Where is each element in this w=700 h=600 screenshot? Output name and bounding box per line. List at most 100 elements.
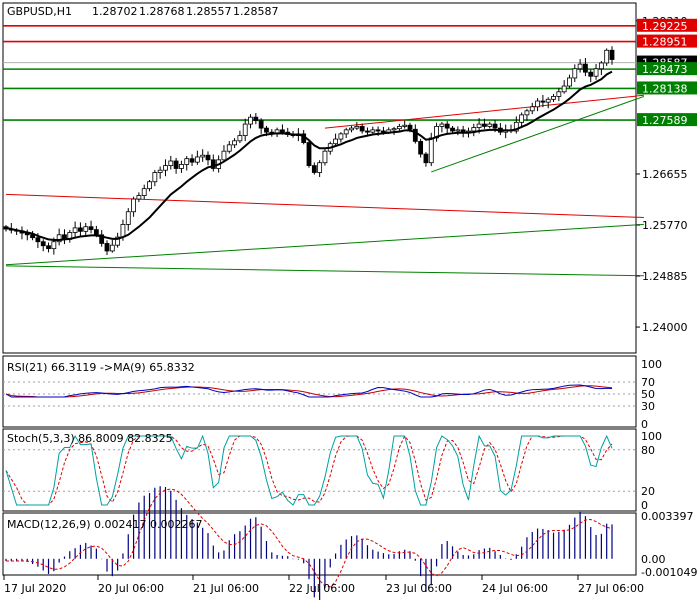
bear-candle bbox=[189, 158, 195, 163]
bull-candle bbox=[141, 188, 147, 196]
level-price-label: 1.27589 bbox=[642, 114, 688, 127]
bear-candle bbox=[588, 71, 594, 77]
trend-line bbox=[5, 193, 644, 218]
bull-candle bbox=[577, 63, 583, 70]
level-price-label: 1.28951 bbox=[642, 36, 688, 49]
bear-candle bbox=[365, 130, 370, 133]
stoch-tick-label: 0 bbox=[641, 499, 648, 512]
stoch-tick-label: 80 bbox=[641, 444, 655, 457]
level-price-label: 1.28138 bbox=[642, 82, 688, 95]
bear-candle bbox=[40, 241, 46, 247]
bear-candle bbox=[311, 165, 317, 173]
bull-candle bbox=[476, 123, 482, 128]
trend-lines bbox=[5, 94, 645, 277]
bear-candle bbox=[78, 227, 83, 232]
level-price-box bbox=[637, 18, 697, 32]
bull-candle bbox=[242, 123, 248, 137]
time-tick-label: 24 Jul 06:00 bbox=[482, 582, 548, 595]
bull-candle bbox=[551, 96, 556, 100]
bull-candle bbox=[428, 137, 434, 164]
bull-candle bbox=[120, 224, 126, 238]
bear-candle bbox=[423, 153, 429, 164]
bear-candle bbox=[30, 234, 35, 239]
bull-candle bbox=[168, 160, 174, 167]
bear-candle bbox=[104, 243, 110, 252]
level-price-box bbox=[637, 34, 697, 48]
level-price-box bbox=[637, 81, 697, 95]
bull-candle bbox=[333, 138, 338, 145]
bull-candle bbox=[179, 164, 184, 169]
bull-candle bbox=[439, 123, 445, 127]
rsi-panel[interactable] bbox=[2, 355, 637, 428]
bear-candle bbox=[583, 63, 588, 73]
macd-panel[interactable] bbox=[2, 512, 637, 576]
bear-candle bbox=[540, 100, 546, 103]
price-panel[interactable] bbox=[2, 2, 637, 354]
bull-candle bbox=[354, 125, 360, 129]
bull-candle bbox=[402, 124, 408, 127]
bear-candle bbox=[492, 123, 498, 129]
price-tick-label: 1.25770 bbox=[642, 219, 688, 232]
bull-candle bbox=[604, 49, 610, 64]
bull-candle bbox=[157, 169, 163, 173]
rsi-tick-label: 100 bbox=[641, 358, 662, 371]
ohlc-close: 1.28587 bbox=[233, 5, 279, 18]
bear-candle bbox=[375, 129, 381, 132]
stoch-signal-line bbox=[5, 435, 613, 506]
stoch-tick-label: 100 bbox=[641, 430, 662, 443]
bull-candle bbox=[147, 181, 152, 190]
macd-tick-label: 0.00 bbox=[641, 553, 666, 566]
bull-candle bbox=[519, 114, 525, 123]
rsi-tick-label: 70 bbox=[641, 376, 655, 389]
bear-candle bbox=[444, 123, 450, 129]
bear-candle bbox=[418, 140, 424, 155]
bull-candle bbox=[226, 144, 232, 152]
bull-candle bbox=[529, 106, 535, 112]
ohlc-high: 1.28768 bbox=[139, 5, 185, 18]
rsi-title: RSI(21) 66.3119 ->MA(9) 65.8332 bbox=[7, 361, 195, 374]
horizontal-levels bbox=[3, 24, 636, 121]
time-tick-label: 21 Jul 06:00 bbox=[193, 582, 259, 595]
trend-line bbox=[431, 95, 645, 173]
level-price-labels: 1.285871.292251.289511.284731.281381.275… bbox=[637, 18, 697, 127]
bull-candle bbox=[434, 125, 439, 139]
bear-candle bbox=[93, 229, 99, 236]
bull-candle bbox=[487, 123, 493, 127]
bear-candle bbox=[306, 142, 312, 167]
macd-histogram bbox=[5, 486, 613, 600]
trend-line bbox=[5, 265, 644, 277]
bull-candle bbox=[184, 158, 190, 165]
bull-candle bbox=[338, 133, 344, 140]
bull-candle bbox=[163, 165, 168, 171]
bull-candle bbox=[572, 68, 578, 79]
bear-candle bbox=[173, 160, 179, 169]
bear-candle bbox=[205, 154, 211, 161]
time-tick-label: 20 Jul 06:00 bbox=[98, 582, 164, 595]
bull-candle bbox=[232, 140, 237, 146]
rsi-tick-label: 30 bbox=[641, 400, 655, 413]
price-tick-label: 1.26655 bbox=[642, 168, 688, 181]
bull-candle bbox=[109, 244, 115, 252]
rsi-line bbox=[5, 384, 613, 398]
ohlc-open: 1.28702 bbox=[92, 5, 138, 18]
bull-candle bbox=[471, 127, 477, 132]
bull-candle bbox=[322, 150, 328, 164]
bear-candle bbox=[381, 130, 386, 133]
time-tick-label: 23 Jul 06:00 bbox=[386, 582, 452, 595]
rsi-tick-label: 50 bbox=[641, 388, 655, 401]
level-price-box bbox=[637, 113, 697, 127]
bear-candle bbox=[264, 127, 269, 133]
bull-candle bbox=[535, 100, 540, 108]
bull-candle bbox=[56, 234, 62, 243]
level-price-box bbox=[637, 62, 697, 76]
bear-candle bbox=[210, 159, 216, 169]
bear-candle bbox=[280, 129, 285, 133]
bull-candle bbox=[152, 172, 158, 183]
bull-candle bbox=[200, 154, 206, 158]
bull-candle bbox=[598, 62, 604, 70]
bear-candle bbox=[35, 237, 41, 243]
rsi-tick-label: 0 bbox=[641, 418, 648, 431]
time-axis: 17 Jul 2020 20 Jul 06:00 21 Jul 06:00 22 Ju… bbox=[3, 575, 644, 595]
